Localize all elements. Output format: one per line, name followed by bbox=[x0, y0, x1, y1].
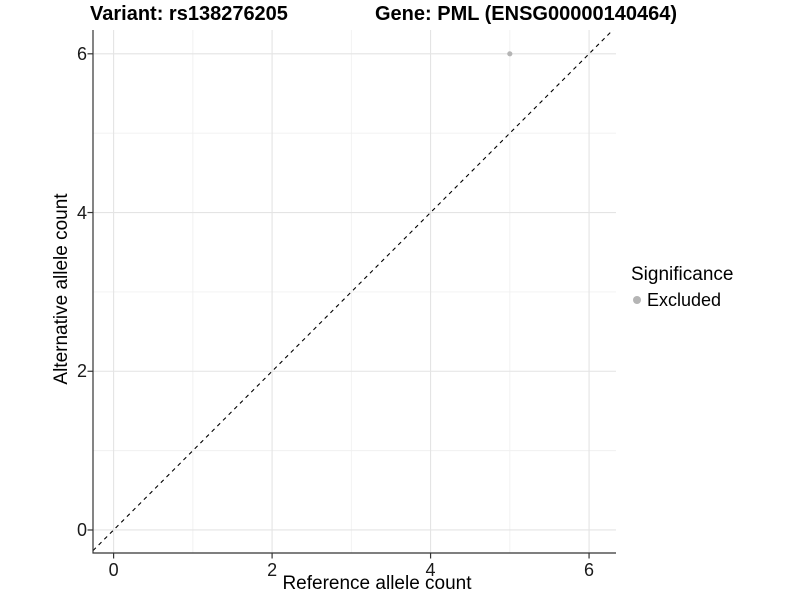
x-tick-label: 4 bbox=[425, 560, 436, 580]
legend-point-icon bbox=[633, 296, 641, 304]
x-tick-label: 6 bbox=[584, 560, 595, 580]
identity-line bbox=[93, 30, 614, 552]
legend-title: Significance bbox=[631, 264, 734, 285]
y-tick-label: 0 bbox=[76, 519, 87, 540]
legend: Significance Excluded bbox=[631, 263, 733, 311]
legend-item-label: Excluded bbox=[647, 289, 722, 310]
legend-item: Excluded bbox=[631, 289, 733, 311]
y-tick-label: 2 bbox=[76, 361, 87, 382]
plot-title-variant: Variant: rs138276205 bbox=[90, 3, 288, 25]
y-axis-title: Alternative allele count bbox=[51, 193, 72, 385]
y-tick-label: 4 bbox=[76, 202, 87, 223]
legend-items: Excluded bbox=[631, 289, 733, 311]
data-point bbox=[507, 51, 513, 57]
x-tick-label: 0 bbox=[108, 560, 119, 580]
plot-title-gene: Gene: PML (ENSG00000140464) bbox=[375, 3, 678, 25]
x-axis-title: Reference allele count bbox=[282, 573, 472, 594]
y-tick-label: 6 bbox=[76, 43, 87, 64]
x-tick-label: 2 bbox=[267, 560, 278, 580]
